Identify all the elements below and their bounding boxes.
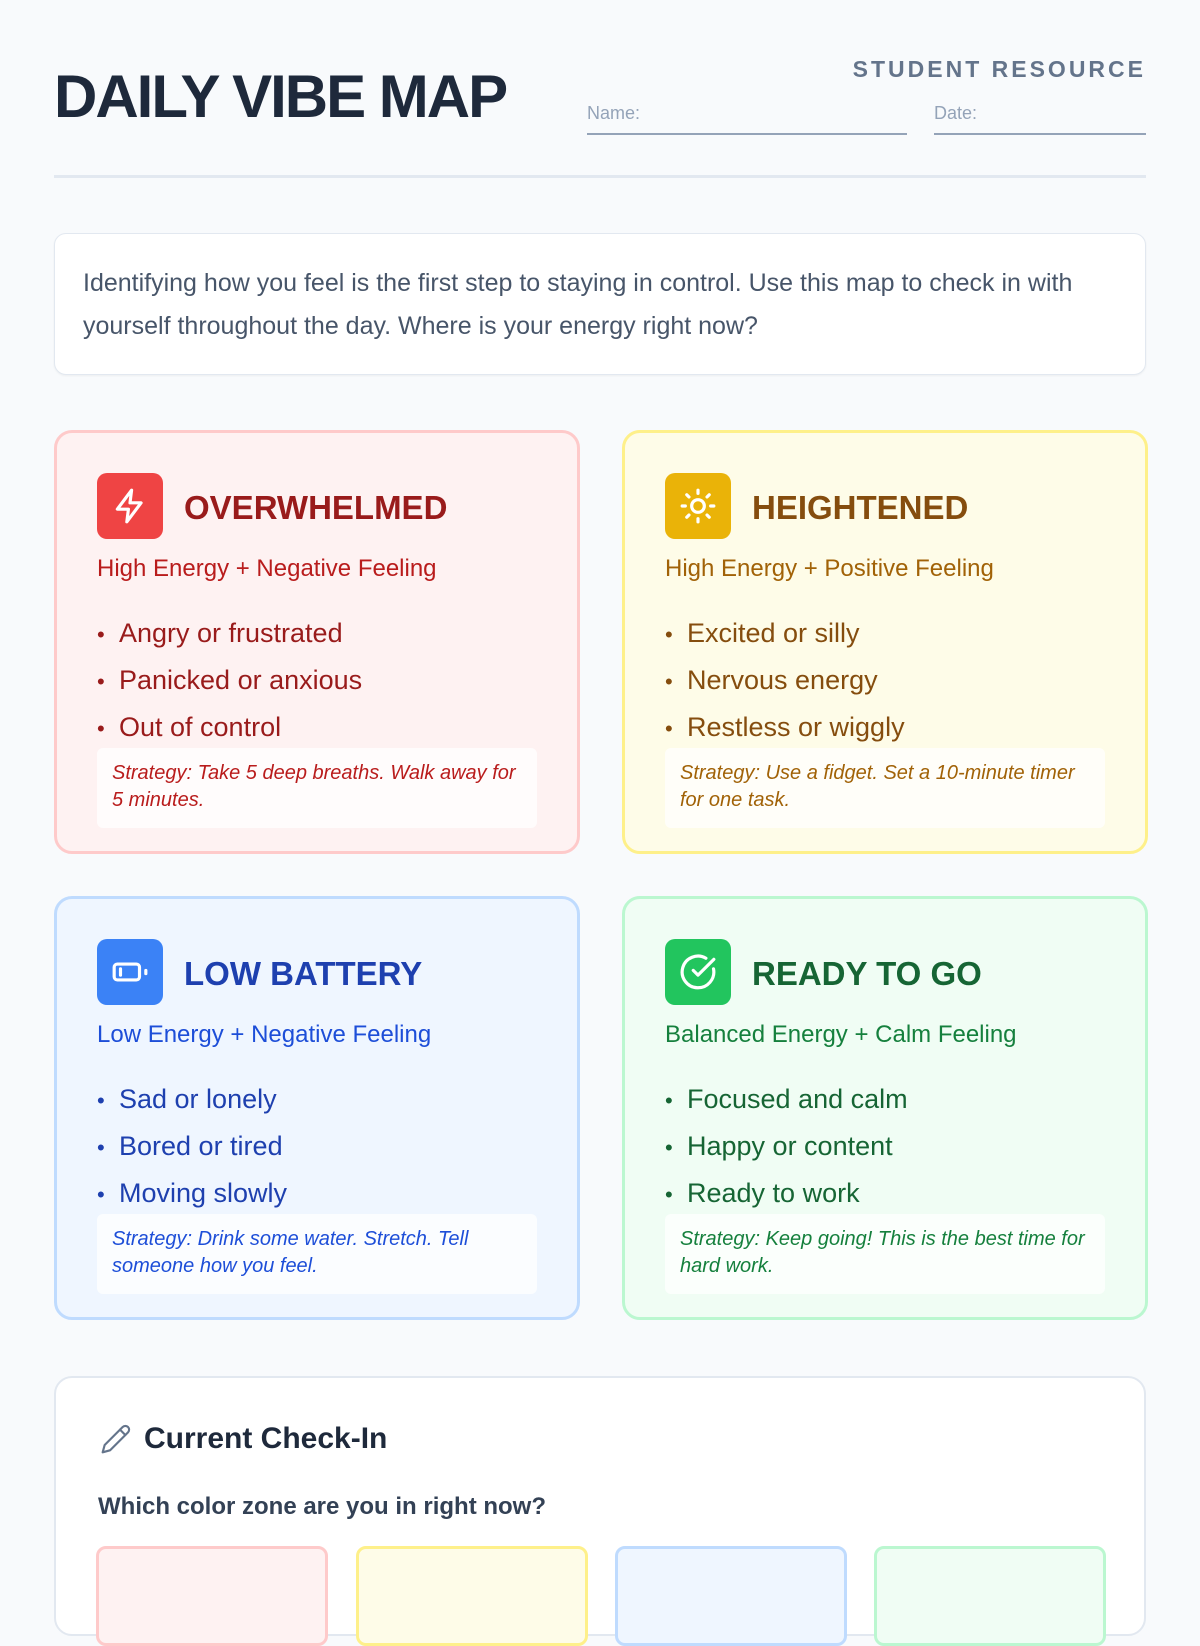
list-item: Happy or content bbox=[665, 1126, 908, 1173]
name-label: Name: bbox=[587, 103, 641, 123]
checkin-title: Current Check-In bbox=[144, 1422, 388, 1455]
list-item: Sad or lonely bbox=[97, 1079, 287, 1126]
zone-icon-box bbox=[665, 939, 731, 1005]
zone-feelings-list: Angry or frustratedPanicked or anxiousOu… bbox=[97, 613, 362, 754]
zone-icon-box bbox=[97, 473, 163, 539]
lightning-icon bbox=[115, 488, 143, 524]
zone-strategy: Strategy: Take 5 deep breaths. Walk away… bbox=[97, 748, 537, 828]
name-field[interactable]: Name: bbox=[587, 100, 907, 135]
list-item: Nervous energy bbox=[665, 660, 905, 707]
list-item: Ready to work bbox=[665, 1173, 908, 1220]
list-item: Focused and calm bbox=[665, 1079, 908, 1126]
sun-icon bbox=[680, 488, 716, 524]
zone-option-heightened[interactable] bbox=[356, 1546, 588, 1646]
battery-icon bbox=[112, 962, 148, 982]
date-field[interactable]: Date: bbox=[934, 100, 1146, 135]
zone-card-low-battery: LOW BATTERY Low Energy + Negative Feelin… bbox=[54, 896, 580, 1320]
zone-title: HEIGHTENED bbox=[752, 489, 969, 526]
zone-option-ready-to-go[interactable] bbox=[874, 1546, 1106, 1646]
zone-card-overwhelmed: OVERWHELMED High Energy + Negative Feeli… bbox=[54, 430, 580, 854]
header: DAILY VIBE MAP STUDENT RESOURCE Name: Da… bbox=[54, 40, 1146, 178]
intro-text: Identifying how you feel is the first st… bbox=[54, 233, 1146, 375]
list-item: Out of control bbox=[97, 707, 362, 754]
zone-feelings-list: Excited or sillyNervous energyRestless o… bbox=[665, 613, 905, 754]
zone-subtitle: High Energy + Negative Feeling bbox=[97, 555, 437, 582]
page-title: DAILY VIBE MAP bbox=[54, 63, 508, 130]
zone-feelings-list: Focused and calmHappy or contentReady to… bbox=[665, 1079, 908, 1220]
zone-title: READY TO GO bbox=[752, 955, 982, 992]
zone-option-overwhelmed[interactable] bbox=[96, 1546, 328, 1646]
list-item: Excited or silly bbox=[665, 613, 905, 660]
list-item: Restless or wiggly bbox=[665, 707, 905, 754]
zone-option-low-battery[interactable] bbox=[615, 1546, 847, 1646]
checkin-section: Current Check-In Which color zone are yo… bbox=[54, 1376, 1146, 1646]
zone-icon-box bbox=[665, 473, 731, 539]
pencil-icon bbox=[101, 1424, 131, 1454]
zone-icon-box bbox=[97, 939, 163, 1005]
list-item: Panicked or anxious bbox=[97, 660, 362, 707]
zone-strategy: Strategy: Use a fidget. Set a 10-minute … bbox=[665, 748, 1105, 828]
list-item: Angry or frustrated bbox=[97, 613, 362, 660]
check-circle-icon bbox=[680, 954, 716, 990]
date-label: Date: bbox=[934, 103, 978, 123]
list-item: Bored or tired bbox=[97, 1126, 287, 1173]
checkin-question: Which color zone are you in right now? bbox=[98, 1493, 547, 1520]
zone-strategy: Strategy: Drink some water. Stretch. Tel… bbox=[97, 1214, 537, 1294]
zone-feelings-list: Sad or lonelyBored or tiredMoving slowly bbox=[97, 1079, 287, 1220]
zone-subtitle: High Energy + Positive Feeling bbox=[665, 555, 994, 582]
zone-card-heightened: HEIGHTENED High Energy + Positive Feelin… bbox=[622, 430, 1148, 854]
zone-title: OVERWHELMED bbox=[184, 489, 448, 526]
list-item: Moving slowly bbox=[97, 1173, 287, 1220]
zone-card-ready-to-go: READY TO GO Balanced Energy + Calm Feeli… bbox=[622, 896, 1148, 1320]
resource-label: STUDENT RESOURCE bbox=[852, 56, 1146, 82]
zone-subtitle: Balanced Energy + Calm Feeling bbox=[665, 1021, 1017, 1048]
zone-title: LOW BATTERY bbox=[184, 955, 423, 992]
zone-strategy: Strategy: Keep going! This is the best t… bbox=[665, 1214, 1105, 1294]
zone-subtitle: Low Energy + Negative Feeling bbox=[97, 1021, 432, 1048]
